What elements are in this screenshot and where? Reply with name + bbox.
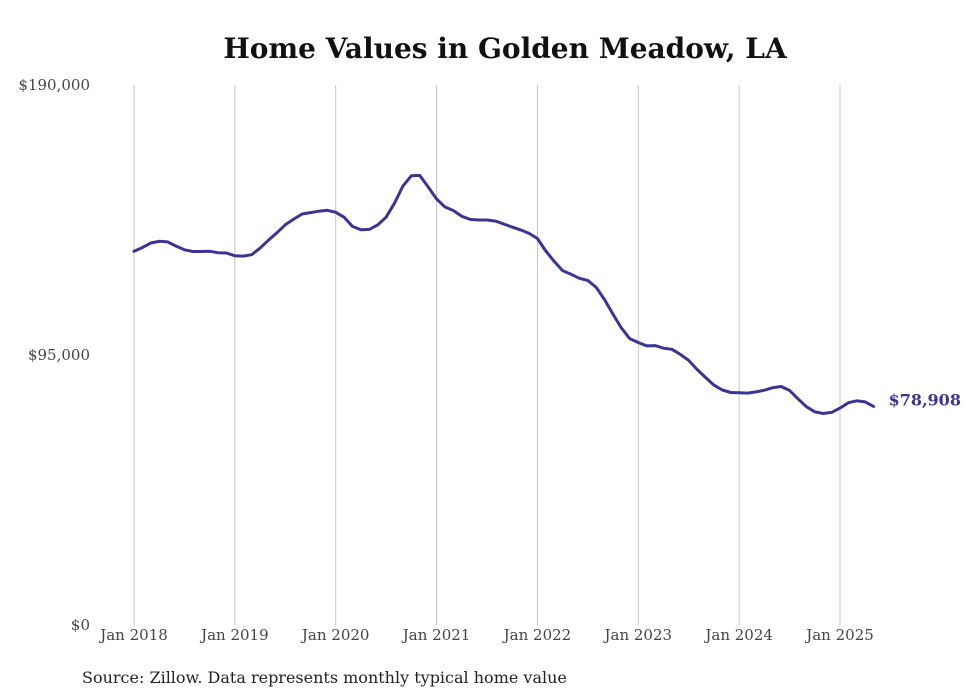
x-tick-label: Jan 2021 — [401, 626, 471, 644]
x-tick-label: Jan 2025 — [804, 626, 874, 644]
source-note: Source: Zillow. Data represents monthly … — [82, 668, 567, 687]
x-tick-label: Jan 2024 — [703, 626, 773, 644]
x-tick-label: Jan 2023 — [603, 626, 673, 644]
end-value-label: $78,908 — [889, 390, 961, 409]
y-tick-label: $190,000 — [18, 76, 90, 94]
series-line — [132, 173, 876, 415]
x-tick-label: Jan 2020 — [300, 626, 370, 644]
chart-title: Home Values in Golden Meadow, LA — [223, 32, 787, 65]
y-tick-label: $95,000 — [28, 346, 90, 364]
grid-lines — [133, 85, 841, 625]
y-tick-label: $0 — [71, 616, 90, 634]
x-tick-label: Jan 2022 — [502, 626, 572, 644]
x-tick-label: Jan 2018 — [98, 626, 168, 644]
x-tick-label: Jan 2019 — [199, 626, 269, 644]
x-axis-ticks: Jan 2018 Jan 2019 Jan 2020 Jan 2021 Jan 2022… — [98, 626, 874, 644]
y-axis-ticks: $0 $95,000 $190,000 — [18, 76, 90, 634]
